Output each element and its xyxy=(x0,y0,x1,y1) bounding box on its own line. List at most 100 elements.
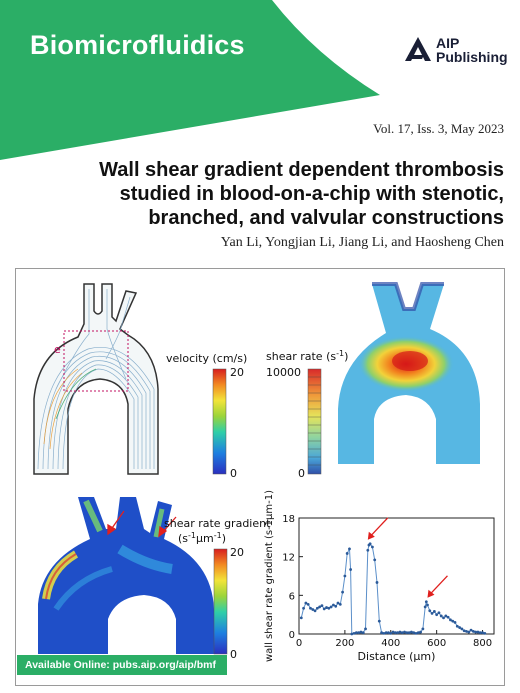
issue-info: Vol. 17, Iss. 3, May 2023 xyxy=(373,121,504,136)
x-tick-label: 600 xyxy=(427,638,446,649)
shear-rate-colorbar-max: 10000 xyxy=(266,366,301,379)
data-point xyxy=(345,552,349,555)
data-point xyxy=(371,545,374,549)
gradient-colorbar xyxy=(213,548,228,655)
cover-figure: e velocity (cm/s) 20 0 shear rate (s-1) … xyxy=(15,268,505,686)
shear-rate-colorbar-title: shear rate (s-1) xyxy=(266,349,348,363)
publisher-logo-icon xyxy=(405,37,431,61)
data-point xyxy=(299,616,303,620)
data-point xyxy=(423,605,427,609)
data-point xyxy=(343,574,347,578)
data-point xyxy=(442,616,445,620)
gradient-colorbar-units: (s-1μm-1) xyxy=(178,531,226,545)
data-point xyxy=(471,630,475,633)
data-point xyxy=(349,568,353,571)
availability-banner[interactable]: Available Online: pubs.aip.org/aip/bmf xyxy=(17,655,227,675)
velocity-panel xyxy=(33,283,159,475)
annotation-arrowhead xyxy=(367,531,375,540)
data-point xyxy=(393,631,397,635)
data-point xyxy=(350,632,354,636)
x-axis-label: Distance (μm) xyxy=(358,650,436,663)
data-point xyxy=(437,611,441,615)
data-point xyxy=(384,631,388,635)
data-point xyxy=(348,547,351,551)
data-point xyxy=(424,600,428,604)
data-point xyxy=(380,631,383,635)
data-point xyxy=(449,618,452,622)
y-tick-label: 18 xyxy=(282,514,295,525)
article-authors: Yan Li, Yongjian Li, Jiang Li, and Haosh… xyxy=(220,235,504,250)
wall-shear-gradient-chart: 0 200 400 600 800 0 6 12 18 Distance (μm) wall she… xyxy=(264,490,495,663)
data-point xyxy=(366,548,370,552)
data-point xyxy=(322,607,326,611)
data-point xyxy=(428,609,432,613)
velocity-colorbar-title: velocity (cm/s) xyxy=(166,352,247,365)
y-tick-label: 6 xyxy=(289,591,295,602)
data-point xyxy=(375,581,379,584)
data-point xyxy=(446,615,450,619)
data-point xyxy=(309,606,312,610)
data-point xyxy=(352,631,356,635)
data-point xyxy=(455,624,459,628)
data-point xyxy=(359,630,363,634)
data-point xyxy=(460,627,464,631)
data-point xyxy=(304,601,308,605)
data-point xyxy=(400,631,404,635)
shear-rate-panel xyxy=(338,282,480,464)
data-point xyxy=(364,627,367,631)
gradient-channel xyxy=(38,497,214,654)
data-point xyxy=(462,629,466,633)
data-point xyxy=(405,631,409,635)
zoom-region-box xyxy=(63,330,129,392)
data-point xyxy=(327,606,331,610)
data-point xyxy=(332,603,335,607)
data-point xyxy=(398,630,402,634)
publisher-logo[interactable]: AIP Publishing xyxy=(404,34,514,68)
journal-name: Biomicrofluidics xyxy=(30,30,245,60)
data-point xyxy=(306,602,310,606)
data-point xyxy=(336,601,340,605)
data-point xyxy=(313,609,317,613)
gradient-panel xyxy=(38,497,214,654)
data-point xyxy=(465,630,468,633)
data-point xyxy=(421,627,425,631)
data-point xyxy=(403,630,406,634)
data-point xyxy=(329,605,333,609)
data-point xyxy=(410,630,413,634)
data-point xyxy=(357,631,361,635)
panel-label: e xyxy=(54,343,61,356)
annotation-arrowhead xyxy=(427,589,435,598)
data-point xyxy=(373,558,377,562)
data-point xyxy=(469,628,473,632)
data-point xyxy=(341,590,344,594)
data-point xyxy=(334,604,338,608)
data-point xyxy=(432,610,436,613)
data-point xyxy=(419,630,422,634)
velocity-channel xyxy=(33,283,159,475)
velocity-colorbar xyxy=(212,368,227,475)
data-point xyxy=(407,631,411,635)
data-point xyxy=(476,630,480,634)
y-tick-label: 12 xyxy=(282,553,295,564)
data-point xyxy=(426,603,429,607)
data-point xyxy=(387,631,390,635)
publisher-name-line1: AIP xyxy=(436,35,460,51)
data-point xyxy=(458,626,461,629)
data-point xyxy=(453,621,457,624)
data-point xyxy=(377,619,381,623)
figure-canvas: e velocity (cm/s) 20 0 shear rate (s-1) … xyxy=(33,282,495,663)
shear-rate-colorbar xyxy=(307,368,322,475)
data-point xyxy=(451,619,455,623)
data-point xyxy=(368,542,372,546)
data-point xyxy=(318,605,322,609)
data-point xyxy=(478,631,482,635)
data-point xyxy=(444,614,448,618)
chart-frame xyxy=(298,517,495,635)
data-point xyxy=(354,631,358,635)
data-point xyxy=(481,631,484,635)
article-title[interactable]: Wall shear gradient dependent thrombosis… xyxy=(99,159,504,229)
shear-rate-colorbar-min: 0 xyxy=(298,467,305,480)
data-point xyxy=(416,631,420,635)
data-point xyxy=(361,631,365,635)
data-point xyxy=(302,606,305,610)
